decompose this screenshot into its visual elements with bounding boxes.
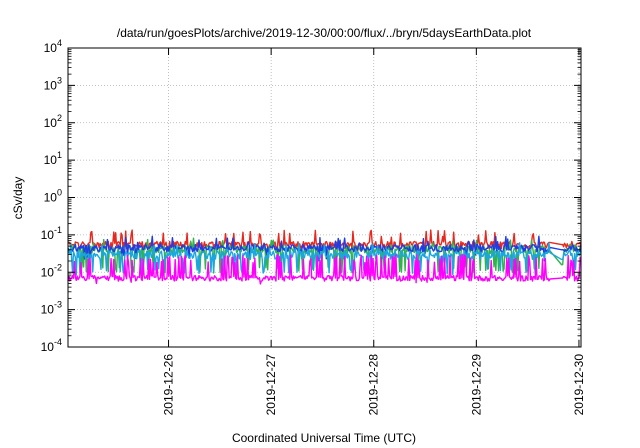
ytick-label: 101 [44,150,62,167]
series-line-4 [67,242,582,276]
x-axis-label: Coordinated Universal Time (UTC) [232,431,416,445]
y-axis-label: cSv/day [11,177,25,220]
ytick-label: 104 [44,38,62,55]
xtick-labels: 2019-12-26 2019-12-27 2019-12-28 2019-12-29… [162,354,586,416]
xtick-label: 2019-12-27 [264,354,278,416]
ytick-labels: 10-4 10-3 10-2 10-1 100 101 102 103 104 [41,38,62,354]
xtick-label: 2019-12-28 [367,354,381,416]
xtick-label: 2019-12-30 [572,354,586,416]
tick-layer [68,47,581,348]
grid-layer [68,48,581,347]
series-line-3 [67,235,582,262]
chart-title: /data/run/goesPlots/archive/2019-12-30/0… [117,26,532,40]
series-layer [67,229,582,285]
ytick-label: 103 [44,75,62,92]
ytick-label: 100 [44,188,62,205]
ytick-label: 10-3 [41,300,62,317]
ytick-label: 102 [44,113,62,130]
ytick-label: 10-2 [41,262,62,279]
ytick-label: 10-4 [41,337,62,354]
xtick-label: 2019-12-26 [162,354,176,416]
xtick-label: 2019-12-29 [469,354,483,416]
series-line-5 [67,254,582,285]
ytick-label: 10-1 [41,225,62,242]
